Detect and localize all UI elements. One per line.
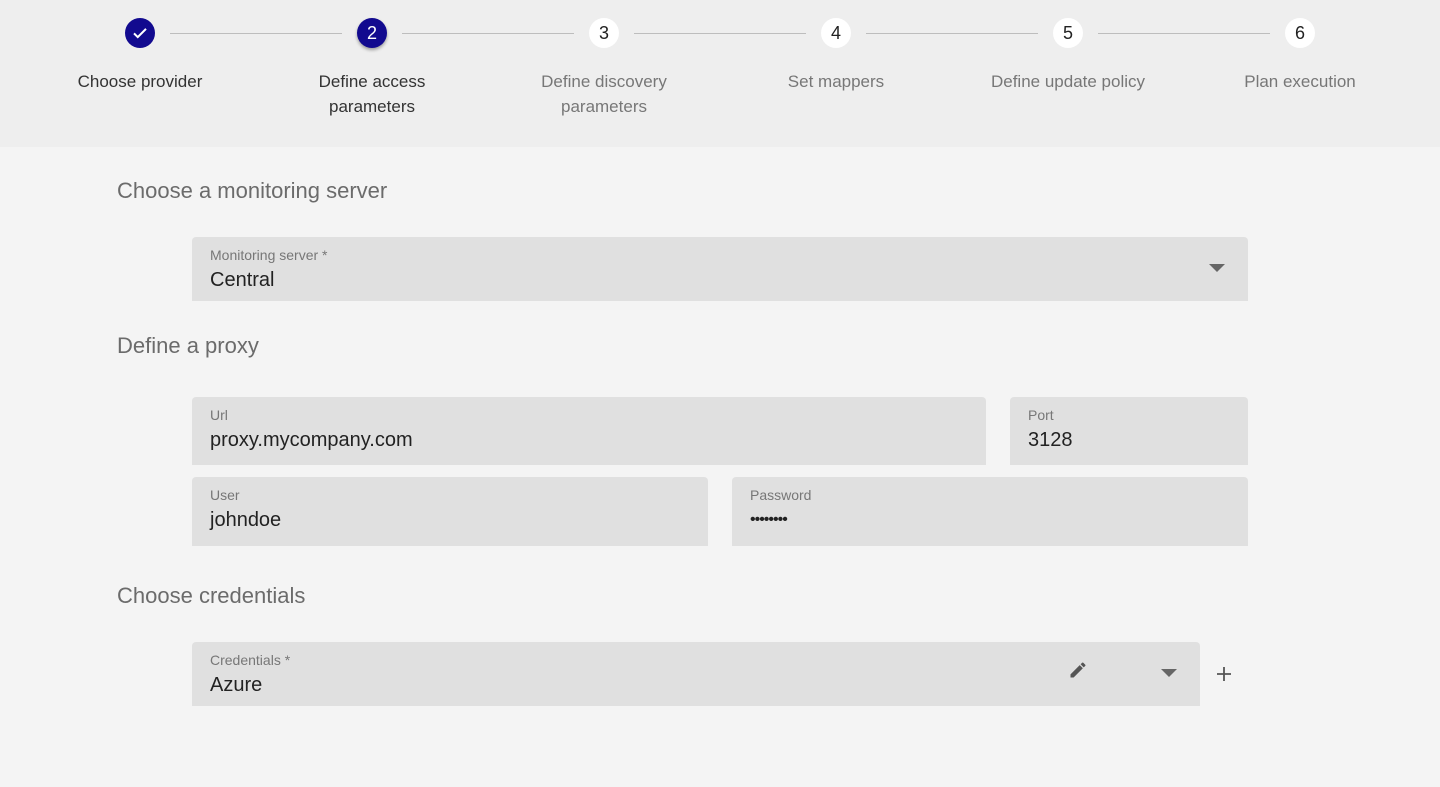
field-value: 3128 — [1028, 429, 1073, 451]
field-label: Port — [1028, 407, 1054, 423]
step-label: Define discovery parameters — [541, 72, 667, 116]
field-label: Url — [210, 407, 228, 423]
step-number: 5 — [1053, 18, 1083, 48]
step-set-mappers[interactable]: 4 Set mappers — [720, 18, 952, 94]
field-label: Credentials * — [210, 652, 291, 668]
field-label: User — [210, 487, 240, 503]
plus-icon[interactable] — [1215, 665, 1233, 683]
step-connector — [170, 33, 342, 34]
step-connector — [866, 33, 1038, 34]
field-value: johndoe — [210, 509, 282, 531]
monitoring-server-select[interactable]: Monitoring server * Central — [192, 237, 1248, 301]
step-label: Choose provider — [77, 72, 203, 91]
field-value: Azure — [210, 674, 263, 696]
pencil-icon[interactable] — [1068, 660, 1088, 680]
url-input[interactable]: Url proxy.mycompany.com — [192, 397, 986, 465]
field-value: •••••••• — [750, 511, 788, 528]
chevron-down-icon[interactable] — [1161, 669, 1177, 677]
user-input[interactable]: User johndoe — [192, 477, 708, 546]
step-define-access-parameters[interactable]: 2 Define access parameters — [256, 18, 488, 119]
step-number: 2 — [357, 18, 387, 48]
step-define-update-policy[interactable]: 5 Define update policy — [952, 18, 1184, 94]
chevron-down-icon[interactable] — [1209, 264, 1225, 272]
step-define-discovery-parameters[interactable]: 3 Define discovery parameters — [488, 18, 720, 119]
step-choose-provider[interactable]: Choose provider — [24, 18, 256, 94]
step-number: 3 — [589, 18, 619, 48]
step-label: Define access parameters — [318, 72, 426, 116]
step-label: Set mappers — [787, 72, 885, 91]
field-label: Monitoring server * — [210, 247, 328, 263]
proxy-heading: Define a proxy — [117, 333, 259, 358]
step-plan-execution[interactable]: 6 Plan execution — [1184, 18, 1416, 94]
step-connector — [634, 33, 806, 34]
field-value: proxy.mycompany.com — [210, 429, 413, 451]
credentials-heading: Choose credentials — [117, 583, 306, 608]
step-connector — [402, 33, 574, 34]
field-value: Central — [210, 269, 275, 291]
stepper: Choose provider 2 Define access paramete… — [0, 0, 1440, 147]
step-label: Define update policy — [990, 72, 1146, 91]
step-label: Plan execution — [1244, 72, 1356, 91]
field-label: Password — [750, 487, 812, 503]
password-input[interactable]: Password •••••••• — [732, 477, 1248, 546]
credentials-select[interactable]: Credentials * Azure — [192, 642, 1200, 706]
step-number: 4 — [821, 18, 851, 48]
check-icon — [125, 18, 155, 48]
step-number: 6 — [1285, 18, 1315, 48]
port-input[interactable]: Port 3128 — [1010, 397, 1248, 465]
step-connector — [1098, 33, 1270, 34]
monitoring-heading: Choose a monitoring server — [117, 178, 388, 203]
